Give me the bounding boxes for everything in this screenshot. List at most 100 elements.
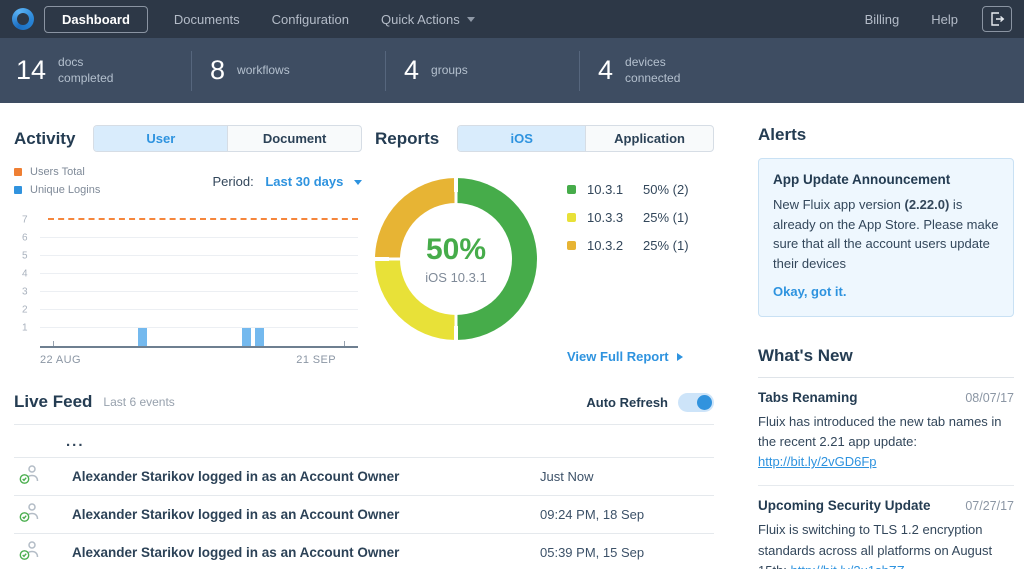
stat-groups: 4 groups bbox=[404, 55, 579, 86]
unique-logins-bar bbox=[241, 328, 251, 346]
item-link[interactable]: http://bit.ly/2vGD6Fp bbox=[758, 454, 877, 470]
segment-name: 10.3.1 bbox=[587, 182, 624, 197]
auto-refresh-label: Auto Refresh bbox=[586, 394, 668, 410]
nav-item-help[interactable]: Help bbox=[931, 11, 958, 27]
live-feed-row: Alexander Starikov logged in as an Accou… bbox=[14, 496, 714, 534]
tab-document[interactable]: Document bbox=[227, 126, 361, 151]
auto-refresh-toggle[interactable] bbox=[678, 392, 714, 412]
gridline bbox=[40, 291, 358, 292]
legend-users-total: Users Total bbox=[14, 166, 100, 178]
nav-item-dashboard[interactable]: Dashboard bbox=[44, 5, 148, 33]
item-body: Fluix has introduced the new tab names i… bbox=[758, 412, 1014, 472]
segment-name: 10.3.2 bbox=[587, 238, 624, 253]
live-feed-loader[interactable]: ... bbox=[14, 425, 714, 458]
stat-label: groups bbox=[431, 62, 468, 77]
segment-swatch-icon bbox=[567, 213, 576, 222]
reports-tab-group: iOS Application bbox=[457, 125, 714, 152]
segment-swatch-icon bbox=[567, 185, 576, 194]
segment-value: 25% (1) bbox=[643, 210, 689, 225]
legend-label: Users Total bbox=[30, 166, 85, 178]
event-time: 09:24 PM, 18 Sep bbox=[540, 507, 645, 522]
activity-title: Activity bbox=[14, 128, 76, 148]
whats-new-panel: What's New Tabs Renaming 08/07/17 Fluix … bbox=[758, 346, 1014, 569]
stat-devices-connected: 4 devices connected bbox=[598, 55, 773, 86]
nav-item-quick-actions[interactable]: Quick Actions bbox=[365, 4, 491, 35]
item-date: 08/07/17 bbox=[965, 391, 1014, 405]
nav-item-documents[interactable]: Documents bbox=[173, 11, 240, 27]
nav-item-billing[interactable]: Billing bbox=[864, 11, 900, 27]
event-text: Alexander Starikov logged in as an Accou… bbox=[72, 469, 400, 484]
stats-bar: 14 docs completed 8 workflows 4 groups 4… bbox=[0, 38, 1024, 103]
live-feed-row: Alexander Starikov logged in as an Accou… bbox=[14, 458, 714, 496]
axis-tick bbox=[52, 341, 54, 346]
item-text: Fluix is switching to TLS 1.2 encryption… bbox=[758, 522, 993, 569]
activity-bar-chart: 1 2 3 4 5 6 7 22 AUG 21 SEP bbox=[14, 214, 362, 366]
alert-card-title: App Update Announcement bbox=[773, 172, 951, 187]
arrow-right-icon bbox=[676, 352, 683, 361]
live-feed-row: Alexander Starikov logged in as an Accou… bbox=[14, 534, 714, 569]
unique-logins-bar bbox=[137, 328, 147, 346]
item-text: Fluix has introduced the new tab names i… bbox=[758, 414, 1002, 450]
y-axis-tick-label: 6 bbox=[22, 232, 28, 244]
donut-legend-item: 10.3.3 25% (1) bbox=[567, 210, 714, 225]
y-axis-tick-label: 5 bbox=[22, 250, 28, 262]
y-axis-tick-label: 3 bbox=[22, 286, 28, 298]
logout-button[interactable] bbox=[982, 6, 1012, 32]
segment-name: 10.3.3 bbox=[587, 210, 624, 225]
tab-ios[interactable]: iOS bbox=[458, 126, 586, 151]
donut-legend-item: 10.3.1 50% (2) bbox=[567, 182, 714, 197]
gridline bbox=[40, 237, 358, 238]
tab-application[interactable]: Application bbox=[585, 126, 713, 151]
user-check-icon bbox=[18, 462, 42, 491]
donut-center-value: 50% bbox=[425, 233, 487, 266]
period-dropdown[interactable]: Last 30 days bbox=[265, 174, 362, 189]
okay-got-it-link[interactable]: Okay, got it. bbox=[773, 284, 847, 299]
legend-unique-logins: Unique Logins bbox=[14, 184, 100, 196]
chevron-down-icon bbox=[354, 180, 362, 186]
stat-label: workflows bbox=[237, 62, 290, 77]
alert-version: (2.22.0) bbox=[904, 197, 950, 212]
segment-value: 25% (1) bbox=[643, 238, 689, 253]
unique-logins-bar bbox=[254, 328, 264, 346]
whats-new-item: Upcoming Security Update 07/27/17 Fluix … bbox=[758, 486, 1014, 569]
item-body: Fluix is switching to TLS 1.2 encryption… bbox=[758, 520, 1014, 569]
period-label: Period: bbox=[212, 174, 254, 189]
item-date: 07/27/17 bbox=[965, 499, 1014, 514]
gridline bbox=[40, 327, 358, 328]
live-feed-subtitle: Last 6 events bbox=[103, 395, 175, 409]
y-axis-tick-label: 7 bbox=[22, 214, 28, 226]
live-feed-panel: Live Feed Last 6 events Auto Refresh ... bbox=[14, 392, 714, 569]
segment-swatch-icon bbox=[567, 241, 576, 250]
legend-label: Unique Logins bbox=[30, 184, 101, 196]
period-value: Last 30 days bbox=[265, 174, 344, 189]
axis-tick bbox=[343, 341, 345, 346]
activity-legend: Users Total Unique Logins bbox=[14, 166, 100, 202]
nav-item-configuration[interactable]: Configuration bbox=[271, 11, 349, 27]
item-title: Upcoming Security Update bbox=[758, 498, 931, 514]
reports-title: Reports bbox=[375, 128, 440, 148]
view-full-report-link[interactable]: View Full Report bbox=[567, 349, 714, 364]
segment-value: 50% (2) bbox=[643, 182, 689, 197]
stat-docs-completed: 14 docs completed bbox=[16, 55, 191, 86]
x-axis-start-label: 22 AUG bbox=[40, 354, 81, 366]
divider bbox=[758, 377, 1014, 378]
event-text: Alexander Starikov logged in as an Accou… bbox=[72, 545, 400, 560]
x-axis bbox=[40, 341, 358, 348]
stat-workflows: 8 workflows bbox=[210, 55, 385, 86]
y-axis-tick-label: 1 bbox=[22, 322, 28, 334]
donut-legend-item: 10.3.2 25% (1) bbox=[567, 238, 714, 253]
y-axis-tick-label: 2 bbox=[22, 304, 28, 316]
logout-icon bbox=[990, 12, 1004, 26]
stat-separator bbox=[385, 50, 386, 91]
x-axis-end-label: 21 SEP bbox=[296, 354, 336, 366]
toggle-knob bbox=[697, 394, 712, 410]
fluix-logo-icon[interactable] bbox=[12, 8, 34, 30]
tab-user[interactable]: User bbox=[94, 126, 228, 151]
whats-new-title: What's New bbox=[758, 346, 853, 365]
stat-label: devices connected bbox=[625, 54, 681, 85]
ios-version-donut-chart: 50% iOS 10.3.1 bbox=[375, 178, 537, 340]
item-link[interactable]: http://bit.ly/2u1shZZ bbox=[791, 563, 905, 569]
quick-actions-label: Quick Actions bbox=[380, 11, 460, 27]
users-total-target-line bbox=[48, 218, 358, 220]
unique-logins-swatch-icon bbox=[14, 186, 22, 194]
